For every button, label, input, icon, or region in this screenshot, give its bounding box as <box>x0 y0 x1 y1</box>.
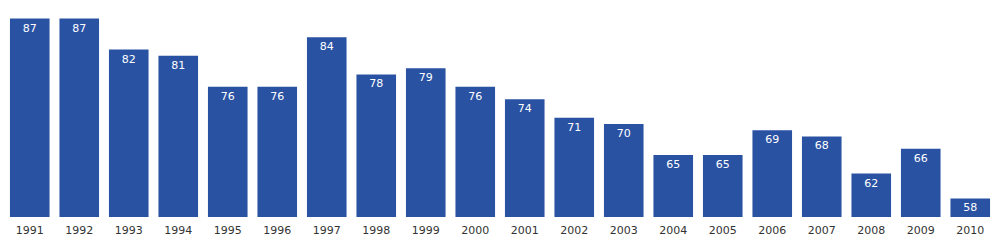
svg-text:1996: 1996 <box>263 224 291 237</box>
svg-text:2003: 2003 <box>610 224 638 237</box>
svg-text:65: 65 <box>666 158 680 171</box>
svg-text:70: 70 <box>617 127 631 140</box>
svg-text:71: 71 <box>567 121 581 134</box>
svg-text:62: 62 <box>864 177 878 190</box>
svg-text:1997: 1997 <box>313 224 341 237</box>
svg-text:66: 66 <box>914 152 928 165</box>
svg-text:2009: 2009 <box>907 224 935 237</box>
svg-text:1998: 1998 <box>362 224 390 237</box>
svg-text:2007: 2007 <box>808 224 836 237</box>
svg-text:87: 87 <box>23 22 37 35</box>
svg-text:2001: 2001 <box>511 224 539 237</box>
svg-text:76: 76 <box>468 90 482 103</box>
svg-text:74: 74 <box>518 102 532 115</box>
svg-text:87: 87 <box>72 22 86 35</box>
svg-text:76: 76 <box>270 90 284 103</box>
svg-text:65: 65 <box>716 158 730 171</box>
svg-text:1994: 1994 <box>164 224 192 237</box>
svg-text:2004: 2004 <box>659 224 687 237</box>
svg-text:2000: 2000 <box>461 224 489 237</box>
svg-text:1999: 1999 <box>412 224 440 237</box>
svg-text:1995: 1995 <box>214 224 242 237</box>
svg-text:1991: 1991 <box>16 224 44 237</box>
svg-text:78: 78 <box>369 77 383 90</box>
svg-text:79: 79 <box>419 71 433 84</box>
svg-text:84: 84 <box>320 40 334 53</box>
svg-text:2010: 2010 <box>956 224 984 237</box>
svg-text:1992: 1992 <box>65 224 93 237</box>
svg-text:1993: 1993 <box>115 224 143 237</box>
svg-text:2006: 2006 <box>758 224 786 237</box>
svg-text:2002: 2002 <box>560 224 588 237</box>
svg-text:2005: 2005 <box>709 224 737 237</box>
svg-text:82: 82 <box>122 53 136 66</box>
svg-text:2008: 2008 <box>857 224 885 237</box>
svg-text:58: 58 <box>963 201 977 214</box>
svg-text:81: 81 <box>171 59 185 72</box>
svg-text:68: 68 <box>815 139 829 152</box>
svg-text:69: 69 <box>765 133 779 146</box>
svg-text:76: 76 <box>221 90 235 103</box>
